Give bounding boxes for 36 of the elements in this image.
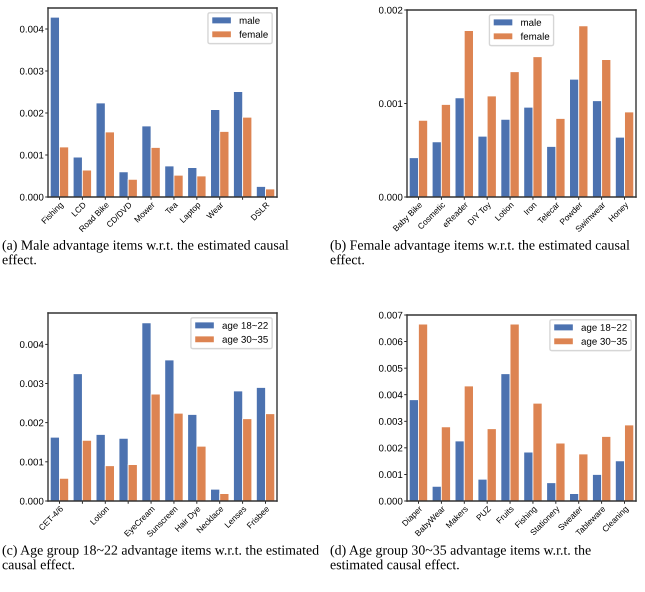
y-tick-label: 0.000 — [20, 194, 44, 201]
text: (b) Female advantage items w.r.t. the estimated causal effect. — [330, 240, 630, 264]
text: (a) Male advantage items w.r.t. the estimated causal effect. — [2, 240, 289, 264]
y-tick-label: 0.001 — [378, 471, 402, 478]
x-tick-label: DIY Toy — [467, 201, 493, 227]
x-tick-label: Iron — [524, 202, 537, 216]
legend-label: age 30~35 — [222, 336, 268, 345]
y-tick-label: 0.006 — [378, 338, 402, 346]
x-tick-label: Tea — [164, 201, 178, 215]
text: (c) Age group 18~22 advantage items w.r.t. the estimated causal effect. — [2, 545, 319, 570]
y-tick-label: 0.002 — [378, 6, 402, 14]
y-tick-label: 0.004 — [20, 26, 44, 33]
y-tick-label: 0.003 — [20, 68, 44, 75]
y-tick-label: 0.002 — [20, 419, 44, 426]
y-tick-label: 0.000 — [378, 194, 402, 201]
y-tick-label: 0.003 — [20, 380, 44, 388]
y-tick-label: 0.001 — [378, 100, 402, 108]
y-tick-label: 0.001 — [20, 152, 44, 159]
legend-label: male — [240, 16, 260, 24]
y-tick-label: 0.003 — [378, 418, 402, 425]
y-tick-label: 0.007 — [378, 312, 402, 319]
legend-label: age 30~35 — [581, 338, 627, 347]
y-tick-label: 0.002 — [378, 444, 402, 452]
legend-label: age 18~22 — [222, 322, 268, 331]
legend-label: male — [521, 18, 542, 26]
legend-label: female — [239, 30, 268, 38]
y-tick-label: 0.005 — [378, 364, 402, 372]
y-tick-label: 0.004 — [378, 391, 403, 398]
y-tick-label: 0.000 — [20, 498, 44, 505]
y-tick-label: 0.001 — [20, 458, 44, 466]
text: (d) Age group 30~35 advantage items w.r.t. the estimated causal effect. — [330, 545, 591, 570]
legend-label: age 18~22 — [581, 324, 627, 333]
legend-label: female — [520, 32, 550, 40]
y-tick-label: 0.000 — [378, 498, 402, 505]
y-tick-label: 0.004 — [20, 341, 44, 348]
y-tick-label: 0.002 — [20, 110, 44, 117]
